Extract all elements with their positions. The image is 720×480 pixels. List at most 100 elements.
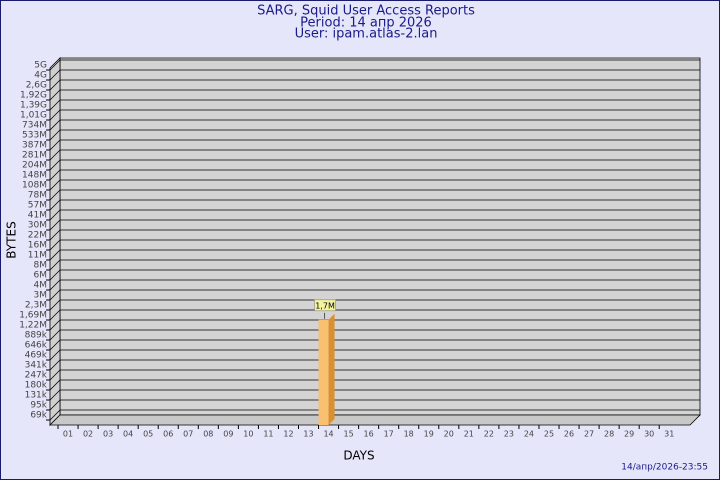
grid-line-side <box>49 109 61 121</box>
y-tick-label: 1,92G <box>20 91 47 101</box>
y-tick-label: 5G <box>34 61 47 71</box>
y-tick-label: 30M <box>28 221 47 231</box>
grid-line-side <box>49 309 61 321</box>
chart-title: SARG, Squid User Access Reports <box>257 4 475 19</box>
x-tick-label: 20 <box>444 430 454 439</box>
chart-user: User: ipam.atlas-2.lan <box>295 27 438 42</box>
x-tick-label: 14 <box>323 430 333 439</box>
grid-line-side <box>49 229 61 241</box>
grid-line-side <box>49 259 61 271</box>
x-tick-label: 07 <box>183 430 193 439</box>
grid-line-side <box>49 369 61 381</box>
grid-line-side <box>49 199 61 211</box>
grid-line-side <box>49 279 61 291</box>
x-tick-label: 23 <box>504 430 514 439</box>
x-tick-label: 30 <box>644 430 654 439</box>
grid-line-side <box>49 239 61 251</box>
grid-line-side <box>49 69 61 81</box>
y-axis-label: BYTES <box>5 221 19 258</box>
x-tick-label: 19 <box>424 430 434 439</box>
x-tick-label: 31 <box>664 430 674 439</box>
grid-line-side <box>49 389 61 401</box>
x-tick-label: 16 <box>364 430 374 439</box>
y-tick-label: 2,3M <box>25 301 47 311</box>
y-tick-label: 204M <box>22 161 47 171</box>
y-tick-label: 95k <box>30 401 47 411</box>
grid-line-side <box>49 139 61 151</box>
x-tick-label: 11 <box>263 430 273 439</box>
y-tick-label: 889k <box>25 331 48 341</box>
x-tick-label: 01 <box>63 430 73 439</box>
footer: 14/апр/2026-23:55 <box>621 463 708 473</box>
y-tick-label: 4G <box>34 71 47 81</box>
y-tick-label: 108M <box>22 181 47 191</box>
grid-line-side <box>49 59 61 71</box>
y-tick-label: 1,39G <box>20 101 47 111</box>
x-tick-label: 18 <box>404 430 414 439</box>
y-tick-label: 1,01G <box>20 111 47 121</box>
value-label-box <box>314 299 336 312</box>
x-tick-label: 10 <box>243 430 253 439</box>
grid-line-side <box>49 179 61 191</box>
grid-line-side <box>49 289 61 301</box>
grid-line-side <box>49 249 61 261</box>
y-tick-label: 11M <box>28 251 47 261</box>
grid-line-side <box>49 299 61 311</box>
grid-line-side <box>49 169 61 181</box>
grid-line-side <box>49 379 61 391</box>
x-tick-label: 25 <box>544 430 554 439</box>
x-tick-label: 21 <box>464 430 474 439</box>
y-tick-label: 131k <box>25 391 48 401</box>
grid-line-side <box>49 399 61 411</box>
y-tick-label: 387M <box>22 141 47 151</box>
y-tick-label: 341k <box>25 361 48 371</box>
grid-line-side <box>49 159 61 171</box>
x-tick-label: 05 <box>143 430 153 439</box>
y-tick-label: 469k <box>25 351 48 361</box>
x-tick-label: 13 <box>303 430 313 439</box>
grid-line-side <box>49 359 61 371</box>
grid-line-side <box>49 349 61 361</box>
y-tick-label: 1,69M <box>19 311 47 321</box>
x-tick-label: 08 <box>203 430 213 439</box>
y-tick-label: 646k <box>25 341 48 351</box>
y-tick-label: 180k <box>25 381 48 391</box>
x-tick-label: 27 <box>584 430 594 439</box>
x-tick-label: 22 <box>484 430 494 439</box>
plot-back <box>59 57 701 416</box>
y-tick-label: 16M <box>28 241 47 251</box>
x-tick-label: 06 <box>163 430 173 439</box>
x-tick-label: 04 <box>123 430 133 439</box>
grid-line-side <box>49 319 61 331</box>
y-tick-label: 8M <box>34 261 48 271</box>
x-tick-label: 17 <box>384 430 394 439</box>
x-tick-label: 03 <box>103 430 113 439</box>
bar <box>318 319 329 425</box>
y-tick-label: 22M <box>28 231 47 241</box>
grid-line-side <box>49 339 61 351</box>
grid-line-side <box>49 329 61 341</box>
x-tick-label: 29 <box>624 430 634 439</box>
grid-line-side <box>49 409 61 421</box>
x-tick-label: 02 <box>83 430 93 439</box>
y-tick-label: 3M <box>34 291 48 301</box>
y-tick-label: 148M <box>22 171 47 181</box>
y-tick-label: 6M <box>34 271 48 281</box>
x-tick-label: 26 <box>564 430 574 439</box>
y-tick-label: 69k <box>30 411 47 421</box>
grid-line-side <box>49 219 61 231</box>
plot-floor <box>49 414 701 426</box>
value-label: 1,7M <box>315 301 335 310</box>
grid-line-side <box>49 119 61 131</box>
grid-line-side <box>49 99 61 111</box>
y-tick-label: 281M <box>22 151 47 161</box>
y-tick-label: 2,6G <box>26 81 47 91</box>
y-tick-label: 57M <box>28 201 47 211</box>
y-tick-label: 1,22M <box>19 321 47 331</box>
y-tick-label: 734M <box>22 121 47 131</box>
x-axis-label: DAYS <box>343 449 374 463</box>
grid-line-side <box>49 189 61 201</box>
grid-line-side <box>49 89 61 101</box>
